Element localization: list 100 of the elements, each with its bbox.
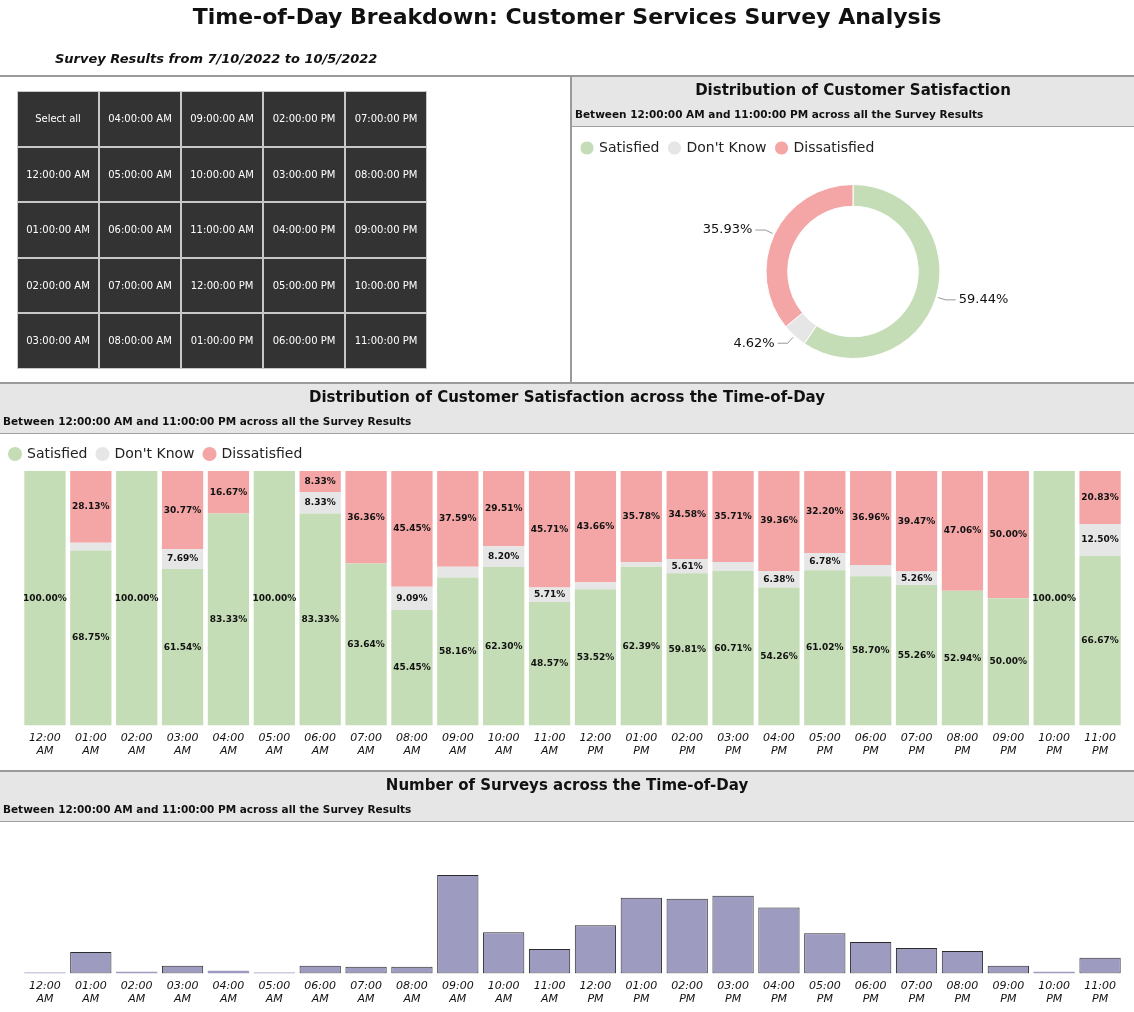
- x-tick-label: 12:00 PM: [579, 979, 612, 1006]
- x-tick-label: 04:00 PM: [763, 731, 795, 758]
- data-label: 50.00%: [989, 529, 1028, 540]
- data-label: 37.59%: [439, 513, 477, 524]
- x-tick-label: 01:00 AM: [74, 731, 107, 758]
- data-label: 35.93%: [702, 221, 753, 237]
- x-tick-label: 09:00 AM: [441, 979, 474, 1006]
- x-tick-label: 09:00 PM: [992, 731, 1025, 758]
- bar: [161, 471, 204, 550]
- x-tick-label: 01:00 PM: [625, 979, 658, 1006]
- x-tick-label: 10:00 PM: [1038, 731, 1071, 758]
- x-tick-label: 12:00 AM: [29, 979, 61, 1006]
- x-tick-label: 03:00 PM: [717, 731, 749, 758]
- x-tick-label: 10:00 PM: [1038, 979, 1071, 1006]
- x-tick-label: 04:00 AM: [212, 731, 245, 758]
- bar: [1079, 471, 1121, 525]
- data-label: 100.00%: [252, 592, 297, 603]
- x-tick-label: 08:00 PM: [946, 731, 979, 758]
- data-label: 45.45%: [393, 662, 431, 673]
- bar: [666, 573, 708, 726]
- data-label: 59.81%: [668, 643, 706, 654]
- data-label: 53.52%: [576, 651, 615, 662]
- legend-label: Satisfied: [599, 138, 660, 155]
- x-tick-label: 07:00 PM: [900, 979, 933, 1006]
- data-label: 54.26%: [760, 650, 798, 661]
- bar: [574, 582, 617, 590]
- x-tick-label: 09:00 AM: [441, 731, 474, 758]
- data-label: 100.00%: [114, 592, 159, 603]
- data-label: 7.69%: [166, 553, 199, 564]
- data-label: 66.67%: [1081, 635, 1119, 646]
- data-label: 12.50%: [1081, 534, 1119, 545]
- bar: [987, 471, 1029, 599]
- x-tick-label: 11:00 PM: [1084, 731, 1116, 758]
- x-tick-label: 01:00 PM: [625, 731, 658, 758]
- data-label: 83.33%: [209, 613, 248, 624]
- x-tick-label: 03:00 AM: [166, 979, 199, 1006]
- chart-title: Distribution of Customer Satisfaction across the Time-of-Day: [308, 388, 826, 406]
- chart-title: Number of Surveys across the Time-of-Day: [385, 776, 749, 794]
- x-tick-label: 09:00 PM: [992, 979, 1025, 1006]
- legend-label: Dissatisfied: [793, 138, 875, 155]
- x-tick-label: 06:00 PM: [854, 731, 887, 758]
- x-tick-label: 02:00 AM: [120, 731, 153, 758]
- chart-title: Distribution of Customer Satisfaction: [695, 81, 1011, 99]
- bar: [116, 471, 158, 726]
- data-label: 58.16%: [439, 645, 477, 656]
- bar: [620, 566, 662, 726]
- data-label: 61.54%: [163, 641, 202, 652]
- x-tick-label: 08:00 AM: [396, 731, 428, 758]
- bar: [574, 471, 617, 583]
- x-tick-label: 07:00 AM: [350, 731, 382, 758]
- data-label: 5.26%: [900, 572, 933, 583]
- bar: [70, 550, 112, 726]
- bar: [437, 471, 479, 567]
- bar: [758, 471, 800, 572]
- data-label: 45.45%: [393, 523, 431, 534]
- x-tick-label: 03:00 PM: [717, 979, 749, 1006]
- data-label: 45.71%: [530, 523, 569, 534]
- data-label: 29.51%: [484, 502, 523, 513]
- data-label: 39.36%: [760, 515, 798, 526]
- bar: [758, 587, 800, 726]
- x-tick-label: 02:00 AM: [120, 979, 153, 1006]
- x-tick-label: 10:00 AM: [487, 731, 520, 758]
- data-label: 36.96%: [851, 512, 890, 523]
- data-label: 20.83%: [1081, 491, 1119, 502]
- x-tick-label: 11:00 AM: [533, 979, 566, 1006]
- data-label: 63.64%: [347, 638, 385, 649]
- data-label: 60.71%: [714, 642, 752, 653]
- data-label: 6.78%: [809, 555, 841, 566]
- bar: [1033, 471, 1075, 726]
- bar: [895, 471, 938, 572]
- bar: [574, 589, 617, 726]
- x-tick-label: 07:00 AM: [350, 979, 382, 1006]
- data-label: 52.94%: [943, 652, 982, 663]
- bar: [712, 471, 754, 562]
- data-label: 36.36%: [347, 511, 385, 522]
- data-label: 16.67%: [209, 486, 248, 497]
- bar: [620, 471, 662, 563]
- data-label: 55.26%: [897, 649, 936, 660]
- data-label: 59.44%: [958, 291, 1009, 307]
- data-label: 61.02%: [806, 642, 844, 653]
- bar: [528, 471, 571, 588]
- bar: [1079, 555, 1121, 726]
- data-label: 5.61%: [671, 560, 703, 571]
- text: Survey Results from 7/10/2022 to 10/5/2022: [55, 50, 378, 68]
- bar: [70, 542, 112, 551]
- data-label: 5.71%: [533, 589, 566, 600]
- bar: [207, 513, 250, 726]
- data-label: 48.57%: [530, 658, 569, 669]
- data-label: 83.33%: [301, 613, 339, 624]
- legend-label: Don't Know: [686, 138, 767, 155]
- bar: [987, 598, 1029, 726]
- bar: [345, 471, 387, 564]
- bar: [941, 471, 984, 591]
- bar: [712, 571, 754, 726]
- x-tick-label: 11:00 AM: [533, 731, 566, 758]
- bar: [712, 561, 754, 572]
- data-label: 8.33%: [304, 497, 336, 508]
- x-tick-label: 08:00 AM: [396, 979, 428, 1006]
- bar: [804, 471, 846, 553]
- bar: [850, 471, 892, 566]
